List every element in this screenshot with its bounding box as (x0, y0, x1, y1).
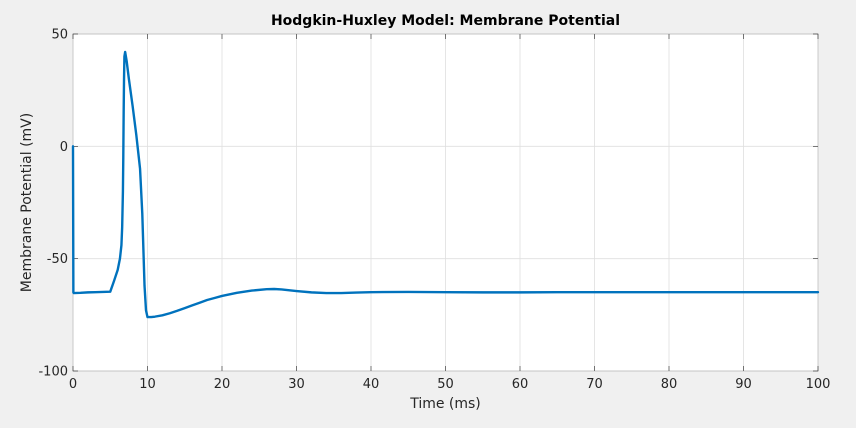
y-tick-labels: -100 -50 0 50 (38, 28, 68, 380)
membrane-potential-line (71, 50, 820, 319)
y-tick-label: -50 (47, 252, 68, 267)
x-tick-label: 10 (139, 377, 156, 392)
x-tick-label: 100 (806, 377, 831, 392)
y-axis-label: Membrane Potential (mV) (19, 113, 35, 292)
x-axis-label: Time (ms) (409, 396, 481, 412)
x-tick-label: 40 (363, 377, 380, 392)
x-tick-labels: 0 10 20 30 40 50 60 70 80 90 100 (69, 377, 831, 392)
x-tick-label: 20 (214, 377, 231, 392)
x-tick-label: 80 (661, 377, 678, 392)
x-tick-label: 30 (288, 377, 305, 392)
y-tick-label: -100 (38, 365, 68, 380)
x-tick-label: 50 (437, 377, 454, 392)
x-tick-label: 70 (586, 377, 603, 392)
x-tick-label: 60 (512, 377, 529, 392)
grid (72, 33, 819, 372)
x-tick-label: 90 (735, 377, 752, 392)
y-tick-label: 0 (60, 140, 68, 155)
x-tick-label: 0 (69, 377, 77, 392)
tick-marks (72, 33, 819, 372)
chart-title: Hodgkin-Huxley Model: Membrane Potential (271, 13, 620, 29)
y-tick-label: 50 (51, 28, 68, 43)
